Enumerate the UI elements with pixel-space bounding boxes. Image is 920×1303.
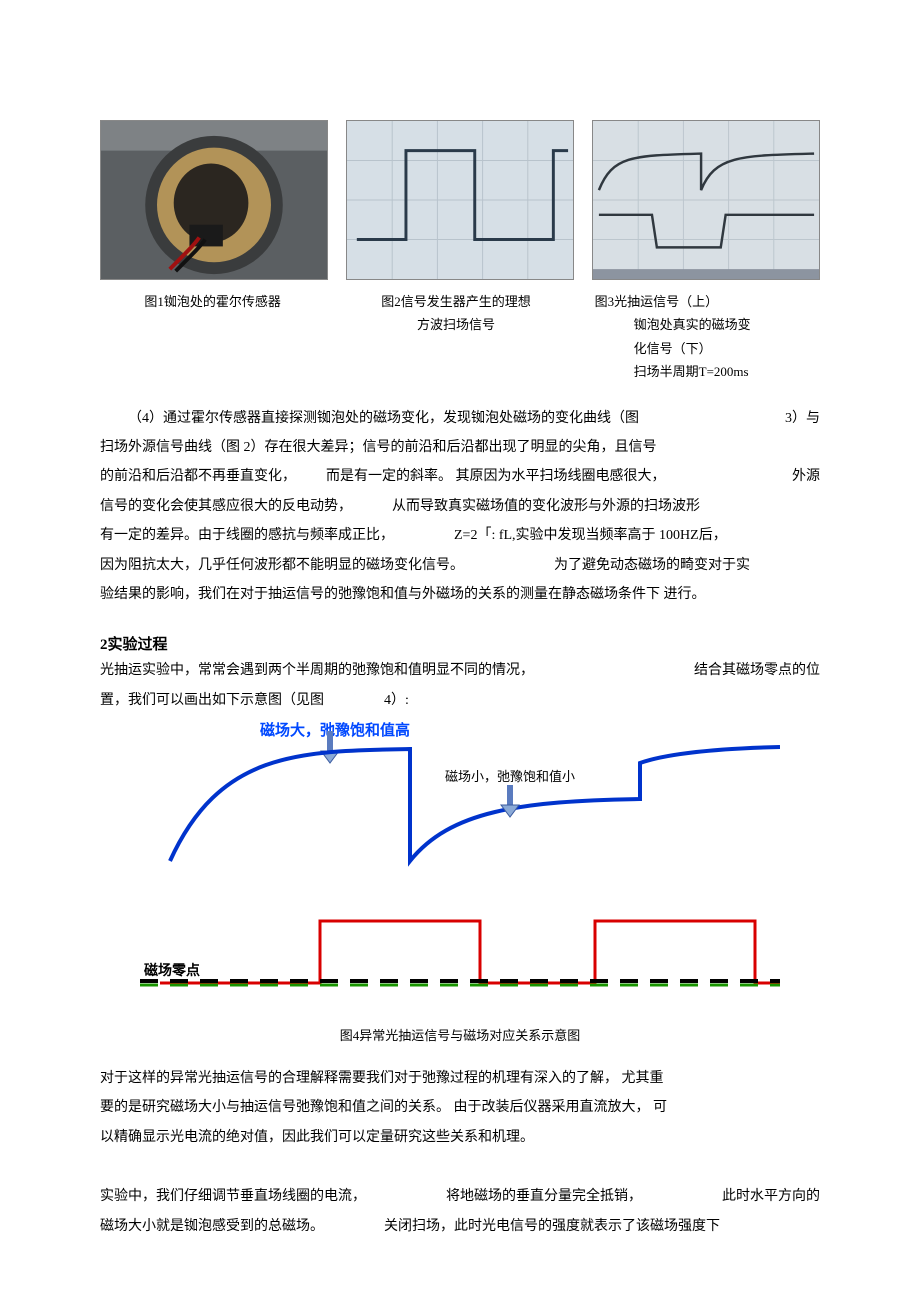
figure-row bbox=[100, 120, 820, 280]
figure-1 bbox=[100, 120, 328, 280]
p4-l1a: 实验中，我们仔细调节垂直场线圈的电流， bbox=[100, 1182, 366, 1211]
p4-l2a: 磁场大小就是铷泡感受到的总磁场。 bbox=[100, 1212, 324, 1241]
section-2-title: 2实验过程 bbox=[100, 633, 820, 654]
fig1-caption-text: 图1铷泡处的霍尔传感器 bbox=[144, 294, 281, 309]
paragraph-2: 光抽运实验中，常常会遇到两个半周期的弛豫饱和值明显不同的情况， 结合其磁场零点的… bbox=[100, 656, 820, 715]
p3-l1: 对于这样的异常光抽运信号的合理解释需要我们对于弛豫过程的机理有深入的了解， 尤其… bbox=[100, 1064, 820, 1093]
figure-4: 磁场大，弛豫饱和值高磁场小，弛豫饱和值小磁场零点 图4异常光抽运信号与磁场对应关… bbox=[100, 721, 820, 1044]
p1-l6a: 因为阻抗太大，几乎任何波形都不能明显的磁场变化信号。 bbox=[100, 551, 464, 580]
p2-l1a: 光抽运实验中，常常会遇到两个半周期的弛豫饱和值明显不同的情况， bbox=[100, 656, 534, 685]
p4-l1b: 将地磁场的垂直分量完全抵销， bbox=[446, 1182, 642, 1211]
section-2-title-text: 2实验过程 bbox=[100, 637, 168, 653]
p1-l4a: 信号的变化会使其感应很大的反电动势， bbox=[100, 492, 352, 521]
fig3-caption-l3: 化信号（下） bbox=[595, 337, 820, 360]
p1-l3b: 而是有一定的斜率。 其原因为水平扫场线圈电感很大， bbox=[296, 462, 792, 491]
p4-l1c: 此时水平方向的 bbox=[722, 1182, 820, 1211]
fig2-caption: 图2信号发生器产生的理想 方波扫场信号 bbox=[343, 290, 568, 384]
fig1-caption: 图1铷泡处的霍尔传感器 bbox=[100, 290, 325, 384]
p3-l3: 以精确显示光电流的绝对值，因此我们可以定量研究这些关系和机理。 bbox=[100, 1123, 820, 1152]
p4-l2b: 关闭扫场，此时光电信号的强度就表示了该磁场强度下 bbox=[324, 1212, 720, 1241]
p1-l4b: 从而导致真实磁场值的变化波形与外源的扫场波形 bbox=[352, 492, 700, 521]
fig3-image bbox=[592, 120, 820, 280]
p2-l1b: 结合其磁场零点的位 bbox=[694, 656, 820, 685]
fig3-caption: 图3光抽运信号（上） 铷泡处真实的磁场变 化信号（下） 扫场半周期T=200ms bbox=[587, 290, 820, 384]
figure-3 bbox=[592, 120, 820, 280]
p2-l2a: 置，我们可以画出如下示意图（见图 bbox=[100, 686, 324, 715]
fig3-caption-l2: 铷泡处真实的磁场变 bbox=[595, 313, 820, 336]
svg-text:磁场大，弛豫饱和值高: 磁场大，弛豫饱和值高 bbox=[260, 721, 410, 739]
p1-l3c: 外源 bbox=[792, 462, 820, 491]
fig4-svg: 磁场大，弛豫饱和值高磁场小，弛豫饱和值小磁场零点 bbox=[140, 721, 780, 1021]
p1-l7: 验结果的影响，我们在对于抽运信号的弛豫饱和值与外磁场的关系的测量在静态磁场条件下… bbox=[100, 580, 820, 609]
p1-l6b: 为了避免动态磁场的畸变对于实 bbox=[464, 551, 750, 580]
fig2-caption-l2: 方波扫场信号 bbox=[343, 313, 568, 336]
p1-l3a: 的前沿和后沿都不再垂直变化， bbox=[100, 462, 296, 491]
svg-text:磁场小，弛豫饱和值小: 磁场小，弛豫饱和值小 bbox=[445, 769, 575, 784]
p3-l2: 要的是研究磁场大小与抽运信号弛豫饱和值之间的关系。 由于改装后仪器采用直流放大，… bbox=[100, 1093, 820, 1122]
p1-l2: 扫场外源信号曲线（图 2）存在很大差异；信号的前沿和后沿都出现了明显的尖角，且信… bbox=[100, 433, 820, 462]
fig3-caption-l1: 图3光抽运信号（上） bbox=[595, 290, 820, 313]
fig2-image bbox=[346, 120, 574, 280]
fig1-image bbox=[100, 120, 328, 280]
fig3-caption-l4: 扫场半周期T=200ms bbox=[595, 360, 820, 383]
p1-tail1: 3）与 bbox=[785, 404, 820, 433]
p1-l5a: 有一定的差异。由于线圈的感抗与频率成正比， bbox=[100, 521, 394, 550]
fig2-caption-l1: 图2信号发生器产生的理想 bbox=[343, 290, 568, 313]
svg-text:磁场零点: 磁场零点 bbox=[144, 962, 200, 978]
paragraph-3: 对于这样的异常光抽运信号的合理解释需要我们对于弛豫过程的机理有深入的了解， 尤其… bbox=[100, 1064, 820, 1152]
p1-l5b: Z=2「: fL,实验中发现当频率高于 100HZ后， bbox=[394, 521, 727, 550]
fig4-caption: 图4异常光抽运信号与磁场对应关系示意图 bbox=[340, 1025, 581, 1044]
caption-row: 图1铷泡处的霍尔传感器 图2信号发生器产生的理想 方波扫场信号 图3光抽运信号（… bbox=[100, 290, 820, 384]
p2-l2b: 4）: bbox=[324, 686, 409, 715]
p1-lead: （4）通过霍尔传感器直接探测铷泡处的磁场变化，发现铷泡处磁场的变化曲线（图 bbox=[128, 411, 639, 426]
paragraph-1: （4）通过霍尔传感器直接探测铷泡处的磁场变化，发现铷泡处磁场的变化曲线（图 3）… bbox=[100, 404, 820, 610]
paragraph-4: 实验中，我们仔细调节垂直场线圈的电流， 将地磁场的垂直分量完全抵销， 此时水平方… bbox=[100, 1182, 820, 1241]
figure-2 bbox=[346, 120, 574, 280]
